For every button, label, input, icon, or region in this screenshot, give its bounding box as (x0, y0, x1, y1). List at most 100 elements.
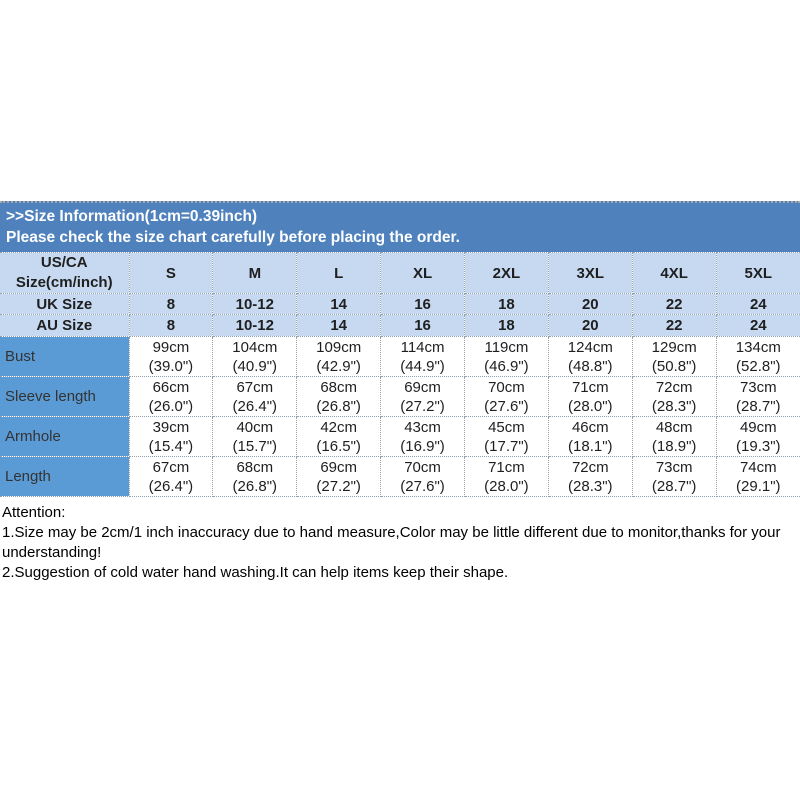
measure-cell: 43cm (16.9") (380, 416, 465, 457)
corner-header-line1: US/CA (40, 254, 88, 271)
inch-value: (28.0") (484, 477, 529, 495)
measure-row-bust: Bust 99cm (39.0") 104cm (40.9") 109cm (42.9… (0, 336, 800, 377)
inch-value: (29.1") (736, 477, 781, 495)
size-chart-page: >>Size Information(1cm=0.39inch) Please … (0, 0, 800, 583)
measure-cell: 48cm (18.9") (631, 416, 717, 457)
cm-value: 43cm (404, 418, 441, 436)
cm-value: 104cm (232, 338, 278, 356)
size-info-subtitle: Please check the size chart carefully be… (6, 229, 460, 246)
cm-value: 71cm (488, 458, 525, 476)
measure-label: Length (0, 456, 130, 497)
size-col-header: M (212, 252, 298, 294)
cm-value: 67cm (152, 458, 190, 476)
uk-size-value: 8 (128, 293, 214, 315)
inch-value: (28.7") (651, 477, 697, 495)
measure-label: Sleeve length (0, 376, 130, 417)
measure-row-armhole: Armhole 39cm (15.4") 40cm (15.7") 42cm (16.… (0, 416, 800, 457)
au-size-value: 24 (715, 314, 800, 337)
inch-value: (27.2") (316, 477, 361, 495)
cm-value: 99cm (152, 338, 190, 356)
size-col-header: XL (380, 252, 465, 294)
measure-cell: 73cm (28.7") (631, 456, 717, 497)
measure-cell: 49cm (19.3") (715, 416, 800, 457)
uk-size-value: 22 (631, 293, 717, 315)
uk-size-row: UK Size 8 10-12 14 16 18 20 22 24 (0, 293, 800, 315)
au-size-value: 10-12 (212, 314, 298, 337)
inch-value: (50.8") (651, 357, 697, 375)
size-col-header: L (296, 252, 382, 294)
attention-notes: Attention: 1.Size may be 2cm/1 inch inac… (0, 497, 800, 583)
measure-cell: 99cm (39.0") (128, 336, 214, 377)
uk-size-value: 16 (380, 293, 465, 315)
inch-value: (40.9") (232, 357, 278, 375)
cm-value: 114cm (400, 338, 445, 356)
size-info-title: >>Size Information(1cm=0.39inch) (6, 208, 258, 225)
au-size-label: AU Size (0, 314, 130, 337)
cm-value: 73cm (655, 458, 693, 476)
inch-value: (28.7") (736, 397, 781, 415)
inch-value: (52.8") (736, 357, 781, 375)
inch-value: (26.8") (232, 477, 278, 495)
au-size-value: 16 (380, 314, 465, 337)
inch-value: (44.9") (400, 357, 445, 375)
cm-value: 69cm (404, 378, 441, 396)
cm-value: 40cm (236, 418, 274, 436)
au-size-value: 18 (464, 314, 549, 337)
measure-cell: 45cm (17.7") (464, 416, 549, 457)
inch-value: (48.8") (568, 357, 613, 375)
inch-value: (15.4") (148, 437, 194, 455)
uk-size-label: UK Size (0, 293, 130, 315)
measure-cell: 73cm (28.7") (715, 376, 800, 417)
measure-label: Armhole (0, 416, 130, 457)
measure-cell: 119cm (46.9") (464, 336, 549, 377)
au-size-value: 22 (631, 314, 717, 337)
size-info-header-bar: >>Size Information(1cm=0.39inch) Please … (0, 201, 800, 252)
inch-value: (19.3") (736, 437, 781, 455)
au-size-value: 20 (547, 314, 633, 337)
cm-value: 72cm (655, 378, 693, 396)
measure-cell: 46cm (18.1") (547, 416, 633, 457)
size-chart-table: US/CA Size(cm/inch) S M L XL 2XL 3XL 4XL… (0, 252, 800, 497)
size-header-row: US/CA Size(cm/inch) S M L XL 2XL 3XL 4XL… (0, 252, 800, 294)
inch-value: (26.8") (316, 397, 361, 415)
measure-cell: 71cm (28.0") (547, 376, 633, 417)
attention-title: Attention: (2, 504, 66, 521)
uk-size-value: 18 (464, 293, 549, 315)
measure-cell: 68cm (26.8") (212, 456, 298, 497)
inch-value: (18.1") (568, 437, 613, 455)
corner-header-cell: US/CA Size(cm/inch) (0, 252, 130, 294)
measure-cell: 72cm (28.3") (547, 456, 633, 497)
uk-size-value: 14 (296, 293, 382, 315)
uk-size-value: 24 (715, 293, 800, 315)
cm-value: 66cm (152, 378, 190, 396)
measure-cell: 104cm (40.9") (212, 336, 298, 377)
cm-value: 70cm (488, 378, 525, 396)
measure-cell: 68cm (26.8") (296, 376, 382, 417)
size-col-header: 3XL (547, 252, 633, 294)
cm-value: 73cm (739, 378, 777, 396)
cm-value: 68cm (320, 378, 358, 396)
measure-row-sleeve-length: Sleeve length 66cm (26.0") 67cm (26.4") 68… (0, 376, 800, 417)
inch-value: (28.0") (568, 397, 613, 415)
uk-size-value: 10-12 (212, 293, 298, 315)
size-col-header: 5XL (715, 252, 800, 294)
measure-cell: 40cm (15.7") (212, 416, 298, 457)
inch-value: (27.2") (400, 397, 445, 415)
inch-value: (16.5") (316, 437, 361, 455)
cm-value: 69cm (320, 458, 358, 476)
measure-label: Bust (0, 336, 130, 377)
inch-value: (17.7") (484, 437, 529, 455)
measure-cell: 66cm (26.0") (128, 376, 214, 417)
inch-value: (27.6") (400, 477, 445, 495)
cm-value: 71cm (571, 378, 609, 396)
measure-cell: 71cm (28.0") (464, 456, 549, 497)
inch-value: (16.9") (400, 437, 445, 455)
inch-value: (18.9") (651, 437, 697, 455)
measure-cell: 134cm (52.8") (715, 336, 800, 377)
cm-value: 72cm (571, 458, 609, 476)
uk-size-value: 20 (547, 293, 633, 315)
top-whitespace (0, 0, 800, 201)
au-size-value: 8 (128, 314, 214, 337)
inch-value: (42.9") (316, 357, 361, 375)
cm-value: 109cm (316, 338, 362, 356)
